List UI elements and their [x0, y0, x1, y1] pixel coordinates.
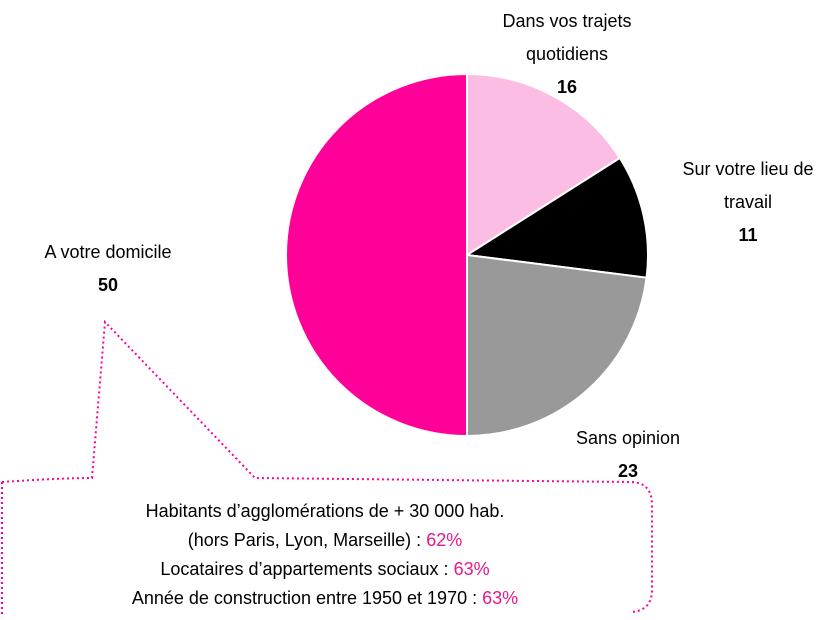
callout-highlight: 63%: [453, 559, 490, 579]
slice-label: Dans vos trajets quotidiens 16: [482, 5, 652, 104]
slice-label: Sans opinion 23: [528, 422, 728, 488]
pie-slice: [285, 72, 468, 438]
callout-text-part: Locataires d’appartements sociaux :: [160, 559, 449, 579]
category-name: A votre domicile: [44, 242, 172, 262]
pie-slice: [464, 156, 649, 279]
callout-highlight: 63%: [482, 588, 519, 608]
slice-label: Sur votre lieu de travail 11: [658, 153, 835, 252]
callout-text-part: Année de construction entre 1950 et 1970…: [131, 588, 478, 608]
category-name: Dans vos trajets quotidiens: [502, 11, 632, 64]
pie-slice: [466, 72, 622, 257]
callout-border: [1, 319, 653, 613]
value-label: 23: [617, 461, 639, 481]
slice-label: A votre domicile 50: [0, 236, 218, 302]
callout-line: Habitants d’agglomérations de + 30 000 h…: [20, 497, 630, 526]
category-name: Sans opinion: [575, 428, 681, 448]
callout-line: Locataires d’appartements sociaux : 63%: [20, 555, 630, 584]
callout-highlight: 62%: [426, 530, 463, 550]
callout-text: Habitants d’agglomérations de + 30 000 h…: [20, 497, 630, 613]
value-label: 11: [738, 225, 758, 245]
callout-line: (hors Paris, Lyon, Marseille) : 62%: [20, 526, 630, 555]
callout-line: Année de construction entre 1950 et 1970…: [20, 584, 630, 613]
pie-slice: [466, 253, 648, 438]
value-label: 16: [556, 77, 578, 97]
callout-text-part: (hors Paris, Lyon, Marseille) :: [187, 530, 422, 550]
callout-text-part: Habitants d’agglomérations de + 30 000 h…: [145, 501, 505, 521]
category-name: Sur votre lieu de travail: [682, 159, 814, 212]
value-label: 50: [97, 275, 119, 295]
